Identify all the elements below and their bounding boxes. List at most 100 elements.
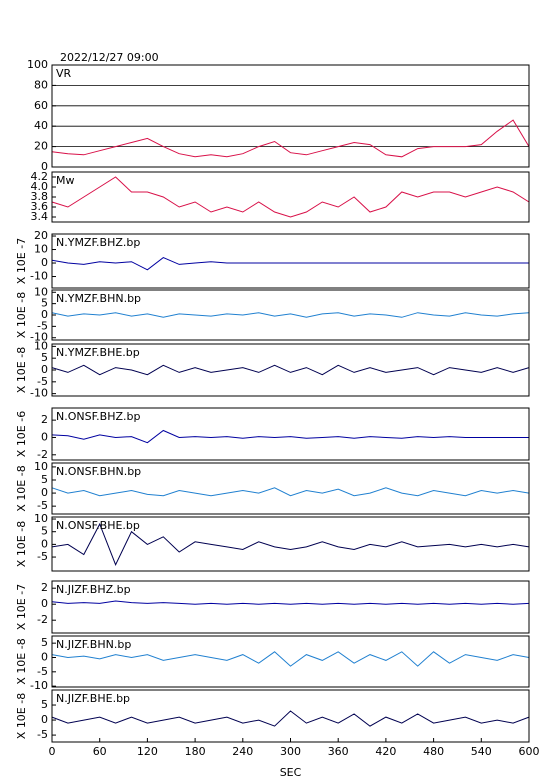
plot-frame — [51, 233, 530, 289]
data-line — [51, 257, 529, 271]
plot-frame — [51, 343, 530, 397]
data-line — [51, 119, 530, 158]
y-tick-label: 60 — [34, 99, 48, 112]
y-tick-label: 10 — [34, 339, 48, 352]
data-line — [51, 600, 530, 605]
y-tick-label: 20 — [34, 229, 48, 242]
x-tick-label: 600 — [519, 745, 540, 758]
data-line — [51, 710, 530, 727]
y-tick-label: 10 — [34, 285, 48, 298]
y-tick-label: 0 — [41, 597, 48, 610]
x-tick-label: 0 — [49, 745, 56, 758]
plot-frame — [51, 64, 530, 168]
y-tick-label: 0 — [41, 537, 48, 550]
y-tick-label: -2 — [37, 613, 48, 626]
plot-frame — [51, 289, 530, 341]
data-line — [51, 651, 530, 667]
x-tick-label: 60 — [93, 745, 107, 758]
y-tick-label: 5 — [41, 525, 48, 538]
y-tick-label: 0 — [41, 256, 48, 269]
y-tick-label: 5 — [41, 351, 48, 364]
unit-label: X 10E -7 — [15, 584, 28, 630]
chart-title: 2022/12/27 09:00 — [60, 51, 159, 64]
y-tick-label: -10 — [30, 387, 48, 400]
y-tick-label: 3.6 — [31, 200, 49, 213]
y-tick-label: 0 — [41, 650, 48, 663]
y-tick-label: 4.2 — [31, 170, 49, 183]
y-tick-label: 5 — [41, 698, 48, 711]
y-tick-label: 0 — [41, 160, 48, 173]
y-tick-label: -5 — [37, 375, 48, 388]
y-tick-label: 0 — [41, 713, 48, 726]
unit-label: X 10E -8 — [15, 292, 28, 338]
series-label: N.YMZF.BHZ.bp — [56, 236, 140, 249]
unit-label: X 10E -8 — [15, 521, 28, 567]
plot-frame — [51, 407, 530, 461]
y-tick-label: 10 — [34, 243, 48, 256]
x-axis-label: SEC — [280, 766, 302, 779]
y-tick-label: 10 — [34, 460, 48, 473]
y-tick-label: 20 — [34, 140, 48, 153]
y-tick-label: 3.8 — [31, 190, 49, 203]
y-tick-label: 3.4 — [31, 210, 49, 223]
unit-label: X 10E -6 — [15, 411, 28, 457]
plot-frame — [51, 635, 530, 688]
y-tick-label: 10 — [34, 512, 48, 525]
y-tick-label: 5 — [41, 636, 48, 649]
data-line — [51, 522, 530, 566]
data-line — [51, 312, 530, 318]
series-label: VR — [56, 67, 72, 80]
y-tick-label: 40 — [34, 119, 48, 132]
unit-label: X 10E -8 — [15, 465, 28, 511]
x-tick-label: 540 — [471, 745, 492, 758]
series-label: N.ONSF.BHN.bp — [56, 465, 141, 478]
data-line — [51, 364, 530, 376]
x-tick-label: 120 — [137, 745, 158, 758]
x-tick-label: 240 — [232, 745, 253, 758]
y-tick-label: -10 — [30, 331, 48, 344]
y-tick-label: 0 — [41, 486, 48, 499]
series-label: N.ONSF.BHZ.bp — [56, 410, 140, 423]
y-tick-label: -5 — [37, 665, 48, 678]
y-tick-label: 2 — [41, 581, 48, 594]
y-tick-label: 0 — [41, 430, 48, 443]
unit-label: X 10E -8 — [15, 693, 28, 739]
series-label: N.JIZF.BHZ.bp — [56, 583, 131, 596]
series-label: N.YMZF.BHN.bp — [56, 292, 141, 305]
plot-frame — [51, 171, 530, 223]
plot-frame — [51, 462, 530, 515]
data-line — [51, 176, 530, 218]
x-tick-label: 420 — [375, 745, 396, 758]
y-tick-label: 0 — [41, 363, 48, 376]
data-line — [51, 429, 529, 444]
y-tick-label: -5 — [37, 550, 48, 563]
plot-frame — [51, 516, 530, 572]
unit-label: X 10E -8 — [15, 638, 28, 684]
unit-label: X 10E -8 — [15, 347, 28, 393]
y-tick-label: 5 — [41, 473, 48, 486]
y-tick-label: 4.0 — [31, 180, 49, 193]
y-tick-label: 100 — [27, 58, 48, 71]
y-tick-label: -2 — [37, 448, 48, 461]
plot-frame — [51, 580, 530, 634]
data-line — [51, 487, 530, 497]
series-label: N.ONSF.BHE.bp — [56, 519, 140, 532]
y-tick-label: 2 — [41, 413, 48, 426]
y-tick-label: -5 — [37, 319, 48, 332]
series-label: N.JIZF.BHN.bp — [56, 638, 131, 651]
y-tick-label: 5 — [41, 297, 48, 310]
y-tick-label: -5 — [37, 728, 48, 741]
y-tick-label: -5 — [37, 499, 48, 512]
series-label: N.JIZF.BHE.bp — [56, 692, 130, 705]
y-tick-label: -10 — [30, 270, 48, 283]
x-tick-label: 480 — [423, 745, 444, 758]
series-label: N.YMZF.BHE.bp — [56, 346, 140, 359]
y-tick-label: 0 — [41, 308, 48, 321]
y-tick-label: 80 — [34, 78, 48, 91]
x-tick-label: 180 — [185, 745, 206, 758]
series-label: Mw — [56, 174, 75, 187]
unit-label: X 10E -7 — [15, 238, 28, 284]
y-tick-label: -10 — [30, 679, 48, 692]
x-tick-label: 360 — [328, 745, 349, 758]
